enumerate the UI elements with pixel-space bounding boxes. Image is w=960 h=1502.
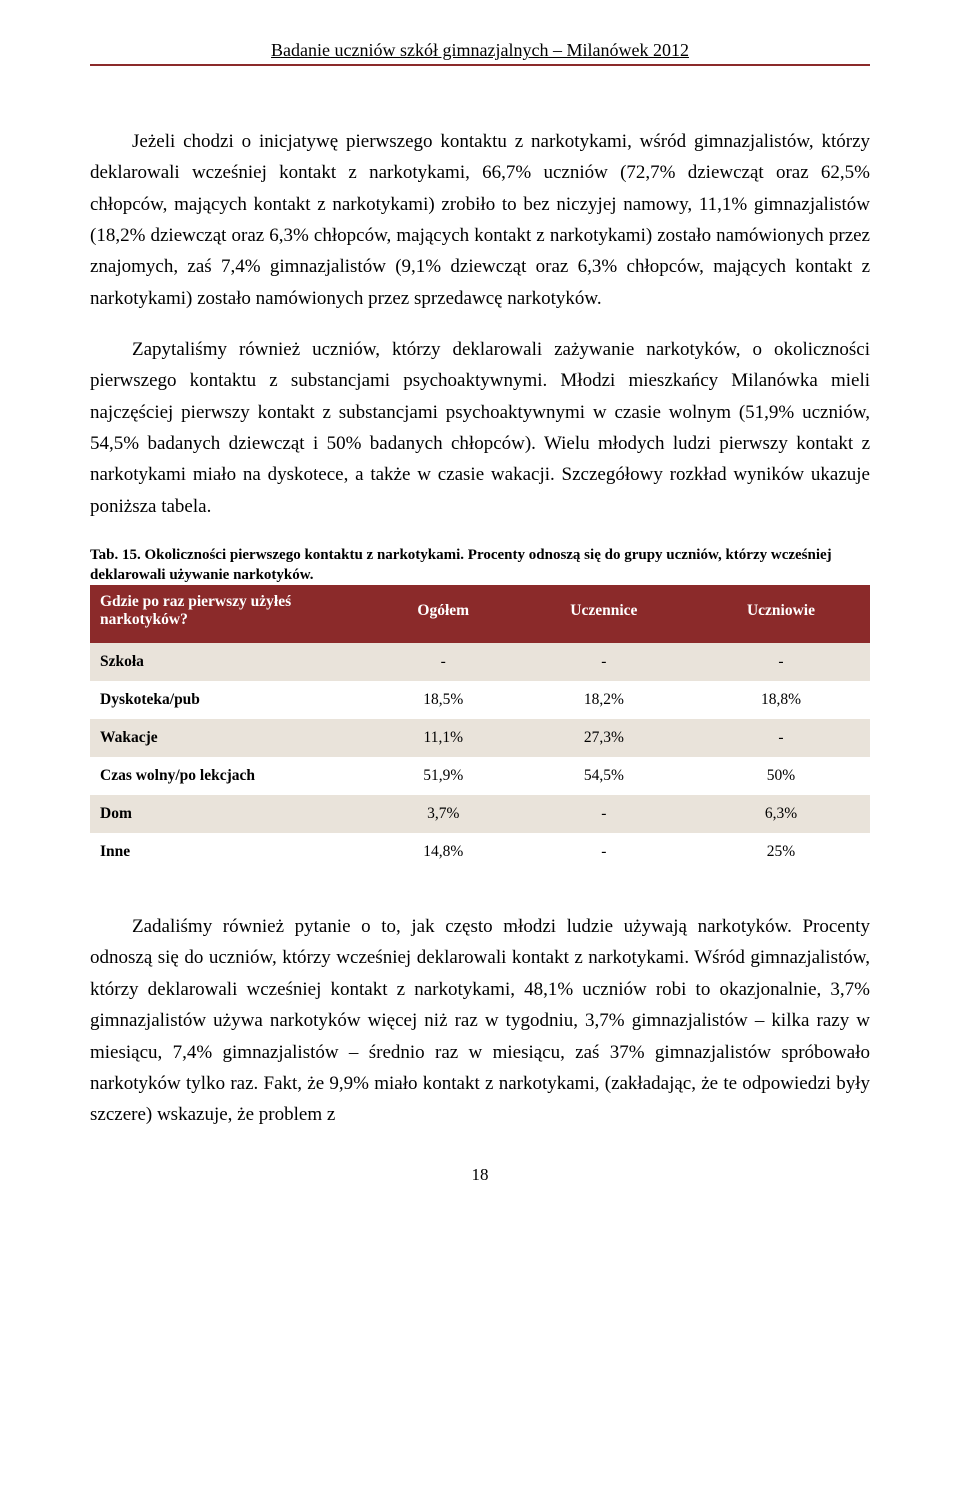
table-header-question: Gdzie po raz pierwszy użyłeś narkotyków? bbox=[90, 585, 371, 643]
row-value: - bbox=[516, 833, 692, 871]
table-header-col-1: Ogółem bbox=[371, 585, 516, 643]
table-header-col-2: Uczennice bbox=[516, 585, 692, 643]
row-value: 18,2% bbox=[516, 681, 692, 719]
row-label: Dom bbox=[90, 795, 371, 833]
row-value: 18,8% bbox=[692, 681, 870, 719]
row-value: - bbox=[516, 795, 692, 833]
row-value: 11,1% bbox=[371, 719, 516, 757]
row-value: 51,9% bbox=[371, 757, 516, 795]
paragraph-3: Zadaliśmy również pytanie o to, jak częs… bbox=[90, 911, 870, 1130]
table-caption: Tab. 15. Okoliczności pierwszego kontakt… bbox=[90, 546, 870, 585]
row-value: 54,5% bbox=[516, 757, 692, 795]
row-value: 18,5% bbox=[371, 681, 516, 719]
row-value: 27,3% bbox=[516, 719, 692, 757]
row-value: 25% bbox=[692, 833, 870, 871]
table-row: Dyskoteka/pub18,5%18,2%18,8% bbox=[90, 681, 870, 719]
row-label: Szkoła bbox=[90, 643, 371, 681]
paragraph-2: Zapytaliśmy również uczniów, którzy dekl… bbox=[90, 334, 870, 522]
table-header-col-3: Uczniowie bbox=[692, 585, 870, 643]
row-label: Inne bbox=[90, 833, 371, 871]
row-value: - bbox=[371, 643, 516, 681]
paragraph-1: Jeżeli chodzi o inicjatywę pierwszego ko… bbox=[90, 126, 870, 314]
table-row: Czas wolny/po lekcjach51,9%54,5%50% bbox=[90, 757, 870, 795]
table-header-row: Gdzie po raz pierwszy użyłeś narkotyków?… bbox=[90, 585, 870, 643]
row-label: Czas wolny/po lekcjach bbox=[90, 757, 371, 795]
page-number: 18 bbox=[90, 1165, 870, 1185]
table-row: Dom3,7%-6,3% bbox=[90, 795, 870, 833]
table-row: Inne14,8%-25% bbox=[90, 833, 870, 871]
table-row: Wakacje11,1%27,3%- bbox=[90, 719, 870, 757]
row-value: - bbox=[692, 719, 870, 757]
row-value: - bbox=[516, 643, 692, 681]
row-label: Wakacje bbox=[90, 719, 371, 757]
row-label: Dyskoteka/pub bbox=[90, 681, 371, 719]
row-value: 3,7% bbox=[371, 795, 516, 833]
table-15: Gdzie po raz pierwszy użyłeś narkotyków?… bbox=[90, 585, 870, 871]
row-value: 50% bbox=[692, 757, 870, 795]
row-value: 6,3% bbox=[692, 795, 870, 833]
row-value: 14,8% bbox=[371, 833, 516, 871]
table-row: Szkoła--- bbox=[90, 643, 870, 681]
row-value: - bbox=[692, 643, 870, 681]
page-header: Badanie uczniów szkół gimnazjalnych – Mi… bbox=[90, 40, 870, 66]
